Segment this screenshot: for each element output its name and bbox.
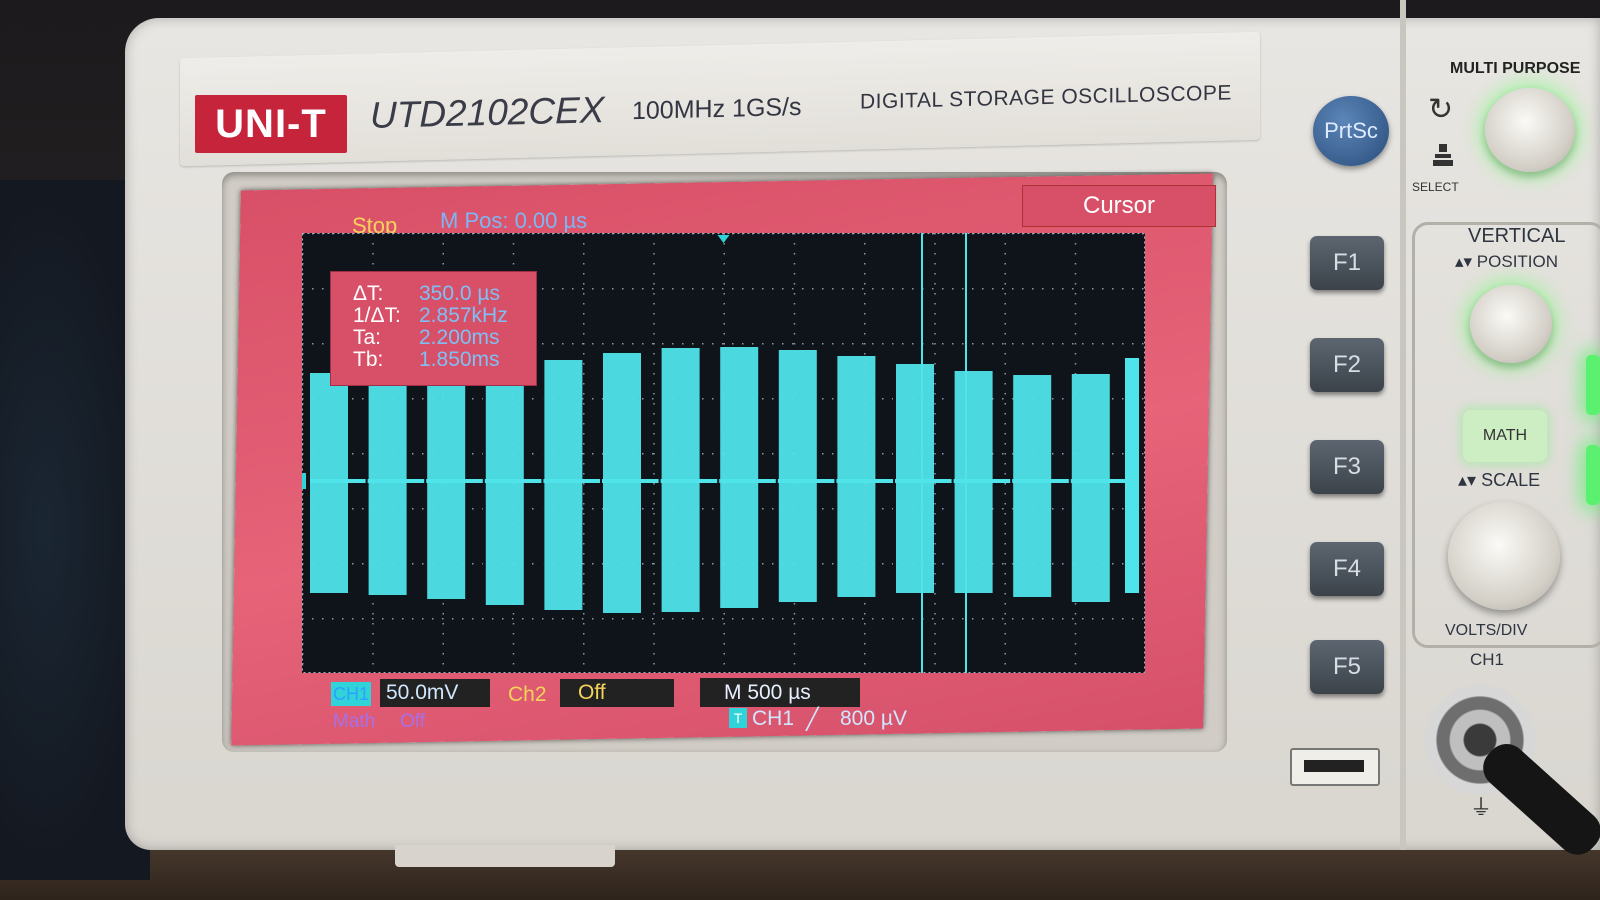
waveform-burst — [1071, 374, 1110, 602]
waveform-burst — [310, 373, 348, 593]
burst-gap — [951, 383, 954, 581]
cursor-value-tb: 1.850ms — [419, 348, 500, 371]
menu-tab-cursor[interactable]: Cursor — [1022, 185, 1216, 227]
waveform-burst — [603, 353, 641, 613]
cursor-label-ta: Ta: — [353, 326, 382, 349]
burst-gap — [600, 365, 602, 601]
burst-gap — [717, 359, 720, 596]
vertical-section — [1412, 222, 1600, 648]
waveform-burst — [544, 360, 583, 610]
graticule-border — [302, 233, 1145, 673]
ch2-state: Off — [560, 679, 674, 707]
burst-gap — [1068, 386, 1071, 590]
ch2-label: Ch2 — [508, 683, 547, 706]
cursor-label-inv-delta-t: 1/ΔT: — [353, 304, 401, 327]
volts-div-label: VOLTS/DIV — [1445, 622, 1528, 639]
burst-gap — [482, 380, 485, 593]
waveform-burst — [427, 373, 466, 599]
burst-gap — [775, 362, 778, 590]
trigger-badge: T — [729, 708, 747, 728]
ch1-scale: 50.0mV — [380, 679, 490, 707]
math-state: Off — [400, 711, 425, 732]
waveform-burst — [661, 348, 700, 612]
math-button[interactable]: MATH — [1463, 410, 1547, 462]
cursor-readout: ΔT: 350.0 µs 1/ΔT: 2.857kHz Ta: 2.200ms … — [330, 271, 537, 386]
cursor-label-delta-t: ΔT: — [353, 282, 384, 305]
waveform-burst — [954, 371, 993, 593]
trigger-source: CH1 — [752, 707, 795, 730]
timebase: M 500 µs — [700, 678, 860, 707]
vertical-title: VERTICAL — [1468, 225, 1566, 247]
usb-port — [1290, 748, 1380, 786]
position-knob[interactable] — [1470, 285, 1552, 363]
math-led — [1586, 445, 1600, 505]
waveform-plot: 1 — [302, 233, 1145, 673]
waveform-burst — [896, 364, 934, 593]
waveform-area: 1 — [302, 233, 1145, 673]
trigger-level: 800 µV — [840, 707, 907, 730]
waveform-burst — [368, 375, 407, 595]
ch1-badge: CH1 — [331, 682, 371, 706]
burst-gap — [834, 368, 837, 585]
trigger-position-marker — [717, 235, 730, 243]
cursor-value-delta-t: 350.0 µs — [419, 282, 500, 305]
model-name: UTD2102CEX — [370, 89, 605, 136]
scale-label: ▴▾ SCALE — [1458, 470, 1541, 490]
waveform-burst — [485, 368, 524, 605]
ground-icon: ⏚ — [1470, 795, 1493, 820]
waveform-burst — [1013, 375, 1052, 597]
ch1-led — [1586, 355, 1600, 415]
horizontal-position: M Pos: 0.00 µs — [440, 208, 588, 233]
waveform-burst — [837, 356, 876, 597]
prtsc-button[interactable]: PrtSc — [1313, 96, 1389, 166]
position-label: ▴▾ POSITION — [1455, 252, 1559, 271]
burst-gap — [307, 385, 309, 581]
burst-gap — [365, 387, 368, 583]
select-label: SELECT — [1412, 180, 1459, 194]
f1-button[interactable]: F1 — [1310, 236, 1384, 290]
brand-logo: UNI-T — [195, 95, 347, 153]
cursor-label-tb: Tb: — [353, 348, 384, 371]
cursor-value-inv-delta-t: 2.857kHz — [419, 304, 508, 327]
burst-gap — [658, 360, 661, 600]
f5-button[interactable]: F5 — [1310, 640, 1384, 694]
f4-button[interactable]: F4 — [1310, 542, 1384, 596]
ch1-ground-marker — [302, 473, 306, 489]
burst-gap — [893, 376, 895, 581]
multi-purpose-knob[interactable] — [1485, 88, 1575, 172]
ch1-input-label: CH1 — [1470, 650, 1505, 669]
f2-button[interactable]: F2 — [1310, 338, 1384, 392]
waveform-burst — [720, 347, 759, 608]
waveform-burst — [1125, 358, 1139, 593]
trigger-slope-icon: ╱ — [806, 708, 819, 731]
select-icon — [1433, 144, 1453, 166]
panel-divider — [1400, 0, 1406, 850]
workbench — [0, 840, 1600, 900]
spec-label: 100MHz 1GS/s — [632, 92, 802, 126]
volts-div-knob[interactable] — [1448, 502, 1560, 610]
oscilloscope-foot — [395, 845, 615, 867]
f3-button[interactable]: F3 — [1310, 440, 1384, 494]
burst-gap — [424, 385, 427, 587]
multi-purpose-label: MULTI PURPOSE — [1450, 60, 1581, 77]
cursor-value-ta: 2.200ms — [419, 326, 500, 349]
refresh-icon: ↻ — [1428, 93, 1454, 126]
waveform-burst — [778, 350, 817, 602]
burst-gap — [1010, 387, 1013, 585]
burst-gap — [541, 372, 544, 598]
math-label: Math — [333, 711, 376, 732]
